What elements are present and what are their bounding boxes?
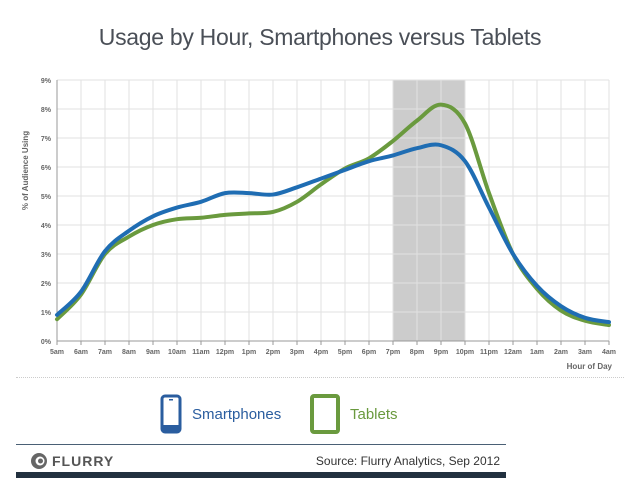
series-line-smartphones <box>55 142 611 325</box>
x-tick-label: 5am <box>50 349 64 356</box>
y-tick-label: 4% <box>41 223 52 230</box>
x-tick-label: 9pm <box>434 349 448 356</box>
x-tick-label: 9am <box>146 349 160 356</box>
y-tick-label: 0% <box>41 339 52 346</box>
divider <box>16 377 624 378</box>
x-tick-label: 10am <box>168 349 186 356</box>
y-tick-label: 5% <box>41 194 52 201</box>
footer-rule <box>16 444 506 445</box>
x-tick-label: 6am <box>74 349 88 356</box>
x-tick-label: 2pm <box>266 349 280 356</box>
x-tick-label: 11am <box>192 349 210 356</box>
y-tick-label: 3% <box>41 252 52 259</box>
x-tick-label: 8pm <box>410 349 424 356</box>
footer-bar <box>16 472 506 478</box>
x-tick-label: 8am <box>122 349 136 356</box>
x-tick-label: 6pm <box>362 349 376 356</box>
x-tick-label: 4am <box>602 349 616 356</box>
y-tick-label: 2% <box>41 281 52 288</box>
legend-tablets: Tablets <box>310 394 398 434</box>
smartphone-icon <box>160 394 182 434</box>
y-tick-label: 9% <box>41 78 52 85</box>
y-axis-label: % of Audience Using <box>21 131 30 210</box>
x-tick-label: 1am <box>530 349 544 356</box>
y-tick-label: 7% <box>41 136 52 143</box>
x-tick-label: 3pm <box>290 349 304 356</box>
x-tick-label: 5pm <box>338 349 352 356</box>
flurry-logo: FLURRY <box>30 452 114 470</box>
highlight-band <box>393 80 465 341</box>
x-tick-label: 3am <box>578 349 592 356</box>
y-tick-label: 1% <box>41 310 52 317</box>
y-tick-label: 6% <box>41 165 52 172</box>
x-tick-label: 4pm <box>314 349 328 356</box>
tablet-icon <box>310 394 340 434</box>
x-tick-label: 12am <box>504 349 522 356</box>
x-axis-label: Hour of Day <box>567 362 613 371</box>
x-tick-label: 7pm <box>386 349 400 356</box>
legend-label: Tablets <box>350 405 398 423</box>
x-tick-label: 7am <box>98 349 112 356</box>
brand-name: FLURRY <box>52 453 115 469</box>
legend-label: Smartphones <box>192 405 282 423</box>
x-tick-label: 12pm <box>216 349 234 356</box>
x-tick-label: 2am <box>554 349 568 356</box>
x-tick-label: 10pm <box>456 349 474 356</box>
y-tick-label: 8% <box>41 107 52 114</box>
legend-smartphones: Smartphones <box>160 394 281 434</box>
x-tick-label: 1pm <box>242 349 256 356</box>
x-tick-label: 11pm <box>480 349 498 356</box>
flurry-logo-icon <box>31 453 47 469</box>
source-note: Source: Flurry Analytics, Sep 2012 <box>315 454 500 468</box>
chart-title: Usage by Hour, Smartphones versus Tablet… <box>98 24 542 50</box>
